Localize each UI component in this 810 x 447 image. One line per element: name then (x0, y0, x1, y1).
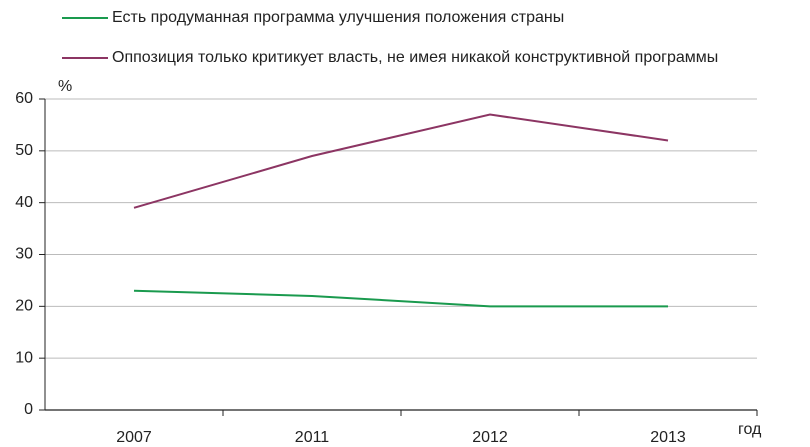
legend-label: Есть продуманная программа улучшения пол… (112, 9, 565, 26)
legend-label: Оппозиция только критикует власть, не им… (112, 49, 719, 66)
y-axis-label: % (58, 78, 72, 95)
y-tick-label: 40 (15, 194, 33, 211)
x-tick-label: 2007 (116, 429, 152, 446)
y-tick-label: 0 (24, 401, 33, 418)
y-tick-label: 60 (15, 90, 33, 107)
y-tick-label: 30 (15, 246, 33, 263)
y-tick-label: 20 (15, 298, 33, 315)
series-line (133, 113, 669, 209)
x-axis-label: год (738, 421, 762, 438)
x-tick-label: 2011 (295, 429, 330, 446)
y-tick-label: 50 (15, 142, 33, 159)
x-tick-label: 2013 (650, 429, 686, 446)
x-tick-label: 2012 (472, 429, 508, 446)
y-tick-label: 10 (15, 349, 33, 366)
series-line (133, 289, 668, 308)
